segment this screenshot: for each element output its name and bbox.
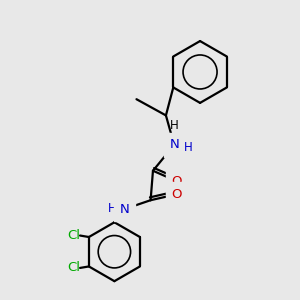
Text: Cl: Cl <box>67 229 80 242</box>
Text: O: O <box>171 175 182 188</box>
Text: H: H <box>184 141 192 154</box>
Text: H: H <box>108 202 116 215</box>
Text: O: O <box>171 188 182 201</box>
Text: H: H <box>170 119 178 132</box>
Text: N: N <box>120 202 130 215</box>
Text: N: N <box>169 138 179 151</box>
Text: Cl: Cl <box>67 261 80 274</box>
